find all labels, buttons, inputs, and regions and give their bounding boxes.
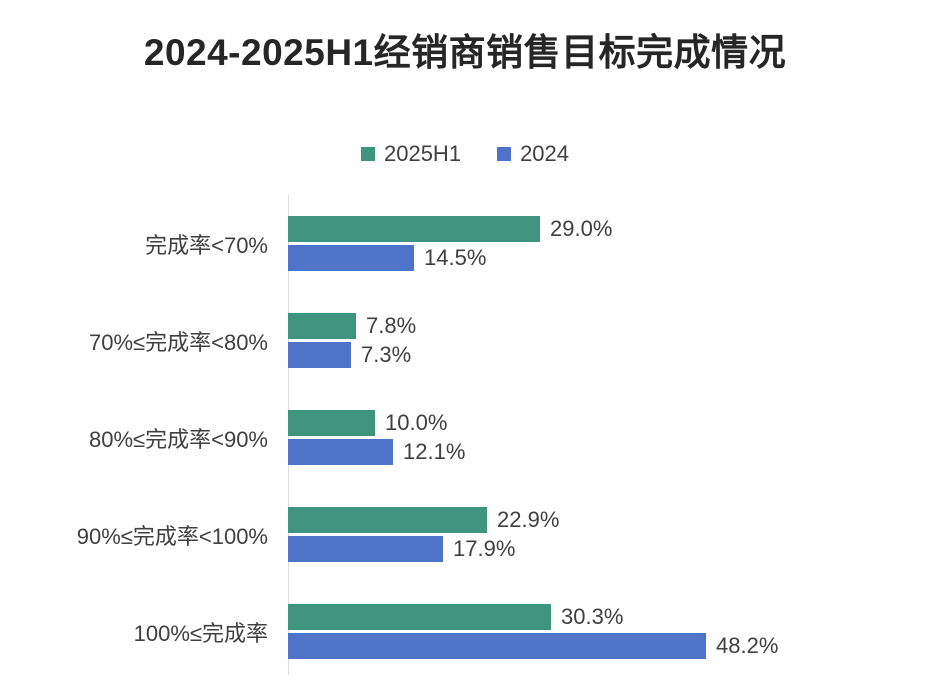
bar-2025H1 (288, 604, 551, 630)
bar-2025H1 (288, 507, 487, 533)
value-label: 14.5% (424, 245, 487, 270)
plot-area: 完成率<70% 29.0% 14.5% 70%≤完成率<80% 7.8% 7.3% 80%≤… (0, 195, 930, 680)
bar-line: 12.1% (288, 439, 930, 465)
category-label: 90%≤完成率<100% (76, 523, 268, 549)
value-label: 7.3% (361, 342, 412, 367)
value-label: 17.9% (453, 536, 516, 561)
bar-group: 7.8% 7.3% (288, 313, 930, 368)
bar-group: 30.3% 48.2% (288, 604, 930, 659)
bar-2024 (288, 342, 351, 368)
bar-2024 (288, 633, 706, 659)
bar-line: 7.3% (288, 342, 930, 368)
bar-line: 30.3% (288, 604, 930, 630)
chart-row: 80%≤完成率<90% 10.0% 12.1% (0, 389, 930, 486)
bar-2024 (288, 439, 393, 465)
legend-swatch-2025h1-icon (360, 147, 375, 161)
chart-row: 完成率<70% 29.0% 14.5% (0, 195, 930, 292)
bar-line: 29.0% (288, 216, 930, 242)
bar-2025H1 (288, 410, 375, 436)
value-label: 7.8% (366, 313, 417, 338)
value-label: 12.1% (403, 439, 466, 464)
value-label: 48.2% (716, 633, 779, 658)
legend-label-2024: 2024 (520, 141, 570, 166)
legend-item-2024: 2024 (497, 141, 569, 167)
bar-2025H1 (288, 313, 356, 339)
bar-line: 48.2% (288, 633, 930, 659)
bar-line: 14.5% (288, 245, 930, 271)
bar-2024 (288, 245, 414, 271)
chart-row: 70%≤完成率<80% 7.8% 7.3% (0, 292, 930, 389)
legend-label-2025h1: 2025H1 (383, 141, 462, 166)
bar-2025H1 (288, 216, 540, 242)
category-label: 80%≤完成率<90% (89, 426, 268, 452)
value-label: 30.3% (561, 604, 624, 629)
bar-group: 22.9% 17.9% (288, 507, 930, 562)
category-label: 100%≤完成率 (133, 620, 268, 646)
legend-swatch-2024-icon (497, 147, 512, 161)
bar-group: 10.0% 12.1% (288, 410, 930, 465)
value-label: 29.0% (550, 216, 613, 241)
bar-2024 (288, 536, 443, 562)
value-label: 10.0% (385, 410, 448, 435)
legend: 2025H1 2024 (0, 141, 930, 167)
bar-line: 17.9% (288, 536, 930, 562)
chart-title: 2024-2025H1经销商销售目标完成情况 (143, 32, 787, 73)
value-label: 22.9% (497, 507, 560, 532)
bar-group: 29.0% 14.5% (288, 216, 930, 271)
category-label: 完成率<70% (145, 232, 268, 258)
chart-row: 100%≤完成率 30.3% 48.2% (0, 583, 930, 680)
legend-item-2025h1: 2025H1 (360, 141, 462, 167)
chart-row: 90%≤完成率<100% 22.9% 17.9% (0, 486, 930, 583)
bar-line: 7.8% (288, 313, 930, 339)
bar-line: 22.9% (288, 507, 930, 533)
category-label: 70%≤完成率<80% (89, 329, 268, 355)
bar-line: 10.0% (288, 410, 930, 436)
